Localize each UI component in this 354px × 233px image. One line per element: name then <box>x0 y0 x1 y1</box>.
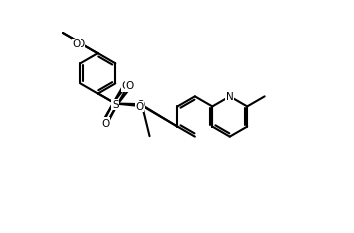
Text: N: N <box>226 92 234 102</box>
Text: O: O <box>76 39 85 49</box>
Text: S: S <box>112 99 119 110</box>
Text: O: O <box>125 81 133 91</box>
Text: S: S <box>112 99 119 110</box>
Text: O: O <box>136 100 144 110</box>
Text: O: O <box>136 102 144 112</box>
Text: O: O <box>101 119 109 129</box>
Text: O: O <box>101 118 109 128</box>
Text: O: O <box>72 39 80 49</box>
Text: O: O <box>121 81 130 91</box>
